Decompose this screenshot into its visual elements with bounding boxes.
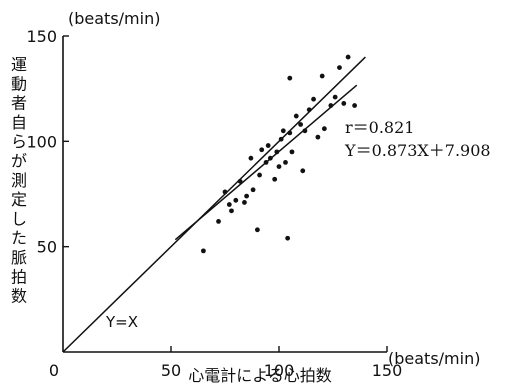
identity-line [62,56,366,353]
data-point [216,218,221,224]
y-axis-label-char: し [11,209,27,228]
y-axis-label-char: 動 [11,74,27,93]
data-point [226,202,232,207]
x-tick-label: 0 [49,361,59,380]
data-point [201,248,206,254]
data-point [332,94,338,100]
data-point [319,73,325,79]
data-point [283,160,288,165]
data-point [263,160,269,165]
data-point [293,113,299,119]
data-point [255,227,260,233]
y-axis-label-char: 自 [11,113,27,132]
x-tick-label: 50 [161,361,181,380]
data-point [287,130,293,136]
data-point [242,200,247,205]
data-point [300,168,306,174]
data-point [250,187,256,193]
data-point [306,107,312,113]
x-axis-unit: (beats/min) [388,349,480,368]
y-axis-label-char: 拍 [11,267,27,286]
data-point [352,103,357,108]
data-point [280,128,286,134]
data-point [233,197,239,203]
y-axis-unit: (beats/min) [68,9,160,28]
data-point [276,164,282,170]
y-axis-label-char: 脈 [11,248,27,267]
ticks: 0 50 100 150 50 100 150 [26,27,402,380]
data-point [267,155,273,161]
data-point [302,128,308,134]
data-point [315,134,321,140]
y-axis-label-char: が [11,152,27,171]
data-point [321,126,327,132]
data-point [244,193,250,199]
data-point [222,189,228,195]
data-point [237,178,243,184]
data-point [337,65,342,70]
y-tick-label: 150 [26,27,57,46]
data-point [298,122,303,127]
data-point [274,149,280,155]
data-point [248,155,254,161]
y-axis-label-char: 運 [11,55,27,74]
identity-line-label: Y=X [105,313,138,331]
data-point [259,147,265,153]
y-axis-label-char: た [11,229,27,248]
correlation-label: r＝0.821 [345,118,414,137]
y-tick-label: 50 [37,238,57,257]
data-point [272,176,278,182]
x-tick-label: 150 [372,361,403,380]
y-axis-label-char: ら [11,132,27,151]
x-tick-label: 100 [264,361,295,380]
axes [62,36,387,353]
data-point [229,208,234,214]
data-point [289,149,295,155]
data-point [328,103,334,108]
y-axis-label-char: 定 [11,190,27,209]
data-point [311,96,316,102]
x-axis-label: 心電計による心拍数 [188,366,332,383]
data-point [278,136,284,142]
data-point [341,101,347,106]
y-axis-label-char: 測 [11,171,27,190]
regression-equation-label: Y＝0.873X＋7.908 [344,141,491,160]
data-point [265,143,271,148]
data-point [287,75,293,81]
data-point [257,172,262,178]
y-axis-label-char: 数 [11,287,27,306]
data-points [201,54,357,254]
y-tick-label: 100 [26,132,57,151]
data-point [285,235,291,241]
data-point [345,54,351,60]
y-axis-label-char: 者 [11,94,27,113]
